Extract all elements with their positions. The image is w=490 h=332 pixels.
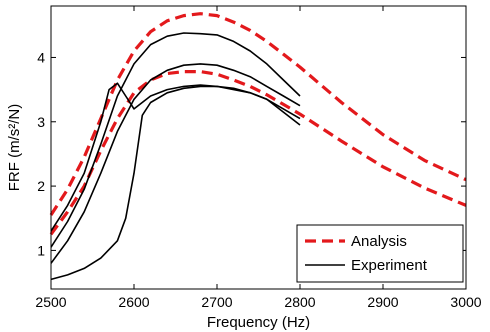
x-tick-label: 2900 bbox=[367, 294, 398, 310]
y-tick-label: 4 bbox=[37, 49, 45, 65]
x-tick-label: 2700 bbox=[201, 294, 232, 310]
y-tick-label: 2 bbox=[37, 178, 45, 194]
series-line-analysis-1 bbox=[49, 69, 467, 236]
x-axis-ticks: 2500 2600 2700 2800 2900 3000 bbox=[35, 6, 482, 310]
series-line-experiment-5 bbox=[50, 85, 301, 281]
legend-box bbox=[296, 224, 464, 283]
y-axis-label: FRF (m/s²/N) bbox=[6, 104, 23, 191]
x-tick-label: 2800 bbox=[284, 294, 315, 310]
plot-frame bbox=[50, 5, 467, 290]
y-tick-label: 3 bbox=[37, 114, 45, 130]
x-tick-label: 3000 bbox=[450, 294, 481, 310]
x-tick-label: 2600 bbox=[118, 294, 149, 310]
legend-label-analysis: Analysis bbox=[351, 233, 407, 250]
series-line-experiment-3 bbox=[50, 63, 301, 264]
series-line-analysis-0 bbox=[49, 12, 467, 216]
legend-label-experiment: Experiment bbox=[351, 257, 428, 274]
y-tick-label: 1 bbox=[37, 242, 45, 258]
series-line-experiment-2 bbox=[50, 32, 301, 248]
x-tick-label: 2500 bbox=[35, 294, 66, 310]
legend: Analysis Experiment bbox=[296, 224, 464, 283]
plot-lines bbox=[49, 12, 467, 281]
x-axis-label: Frequency (Hz) bbox=[207, 314, 310, 331]
series-line-experiment-4 bbox=[50, 82, 301, 232]
